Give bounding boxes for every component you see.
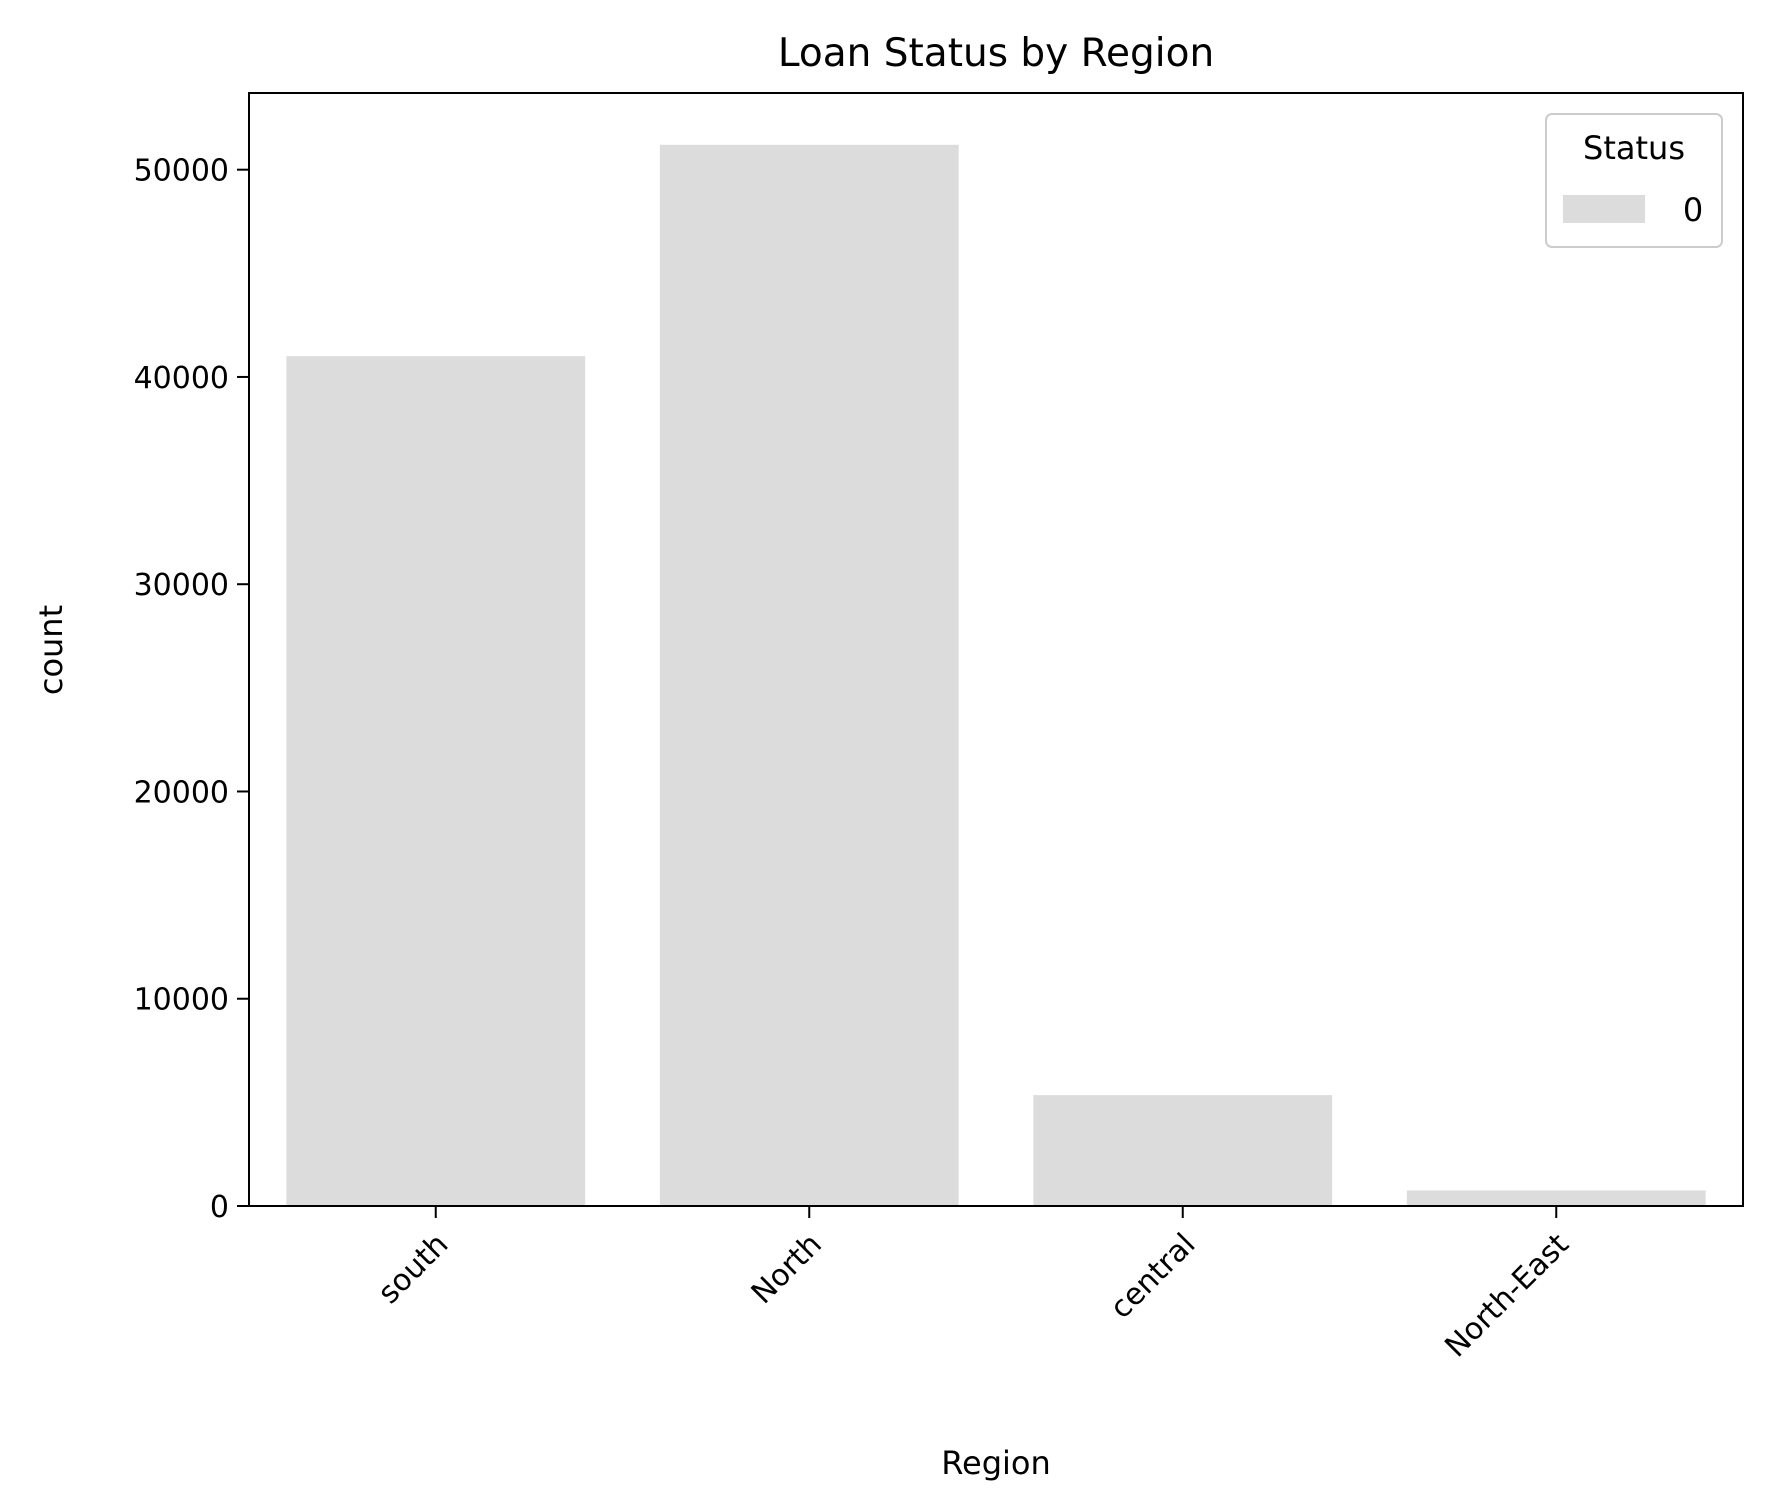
x-tick-label: North [745,1227,829,1311]
x-tick-label: south [371,1227,455,1311]
bar-central [1033,1095,1333,1206]
y-tick-label: 40000 [134,361,229,396]
y-tick-label: 10000 [134,983,229,1018]
y-axis: 0 10000 20000 30000 40000 50000 [134,154,249,1225]
plot-frame [248,92,1744,1207]
x-axis: south North central North-East [371,1206,1576,1364]
bar-north [659,144,959,1206]
legend: Status 0 [1545,113,1723,248]
y-tick-label: 50000 [134,154,229,189]
bar-north-east [1406,1190,1706,1206]
chart-title: Loan Status by Region [778,31,1214,76]
y-tick-label: 20000 [134,775,229,810]
x-tick-label: North-East [1438,1227,1576,1365]
y-tick-label: 0 [210,1190,229,1225]
legend-label: 0 [1683,191,1703,229]
x-axis-label: Region [941,1444,1051,1482]
x-tick-label: central [1104,1227,1203,1326]
bars-group [286,144,1706,1206]
y-axis-label: count [32,605,70,695]
y-tick-label: 30000 [134,568,229,603]
legend-swatch [1563,195,1645,223]
legend-title: Status [1583,129,1685,167]
bar-south [286,356,586,1206]
